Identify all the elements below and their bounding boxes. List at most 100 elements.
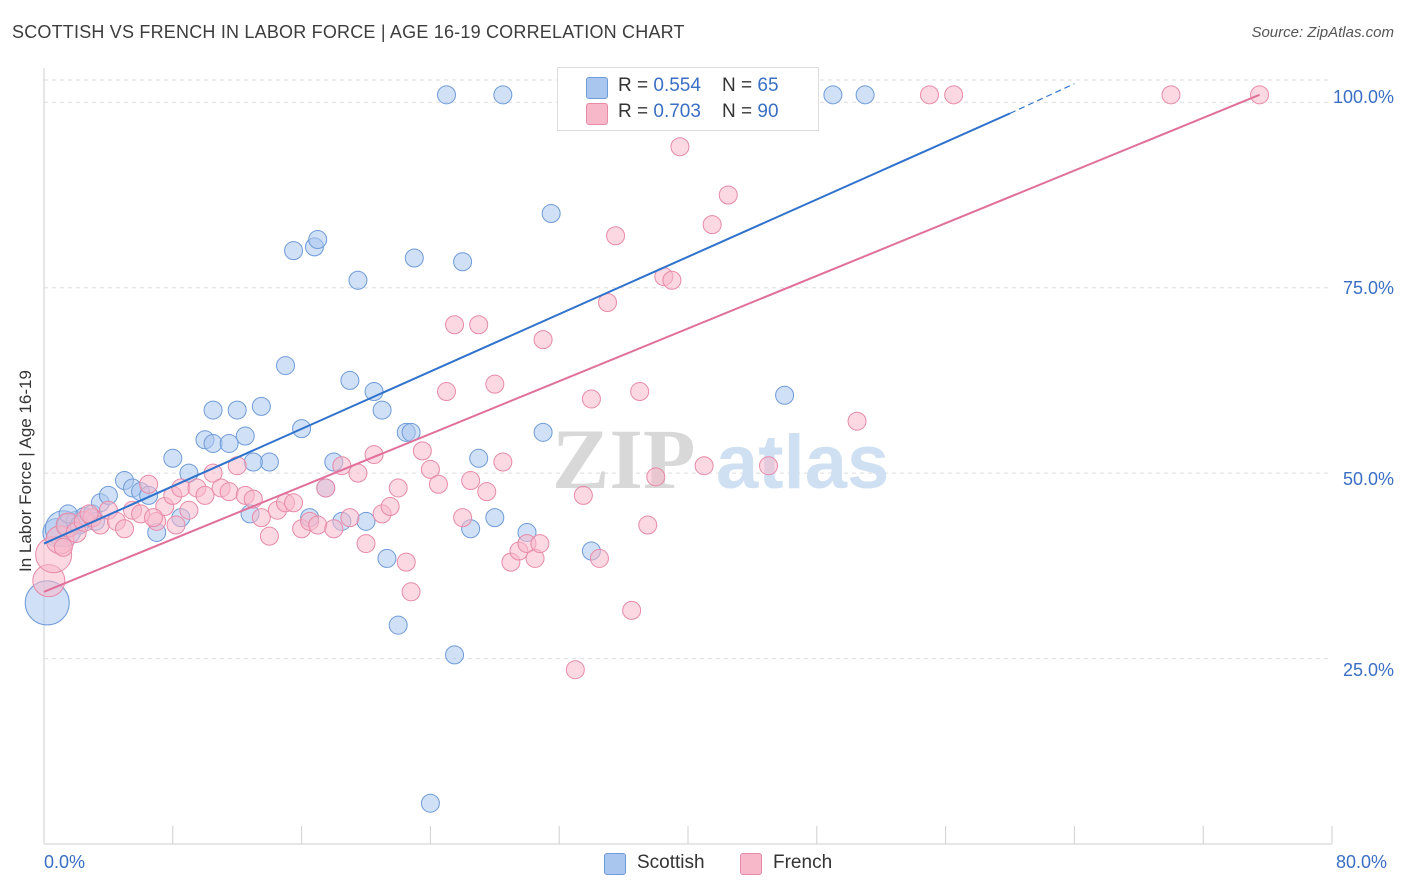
french-point	[493, 452, 513, 472]
scottish-point	[533, 422, 553, 442]
gridlines	[44, 79, 1332, 660]
french-point	[340, 508, 360, 528]
french-point	[461, 471, 481, 491]
french-point	[533, 330, 553, 350]
french-point	[388, 478, 408, 498]
french-point	[139, 474, 159, 494]
stats-legend: R = 0.554 N = 65 R = 0.703 N = 90	[557, 67, 819, 131]
scottish-swatch	[604, 853, 626, 875]
french-point	[53, 537, 73, 557]
scottish-trend-line	[43, 112, 1011, 545]
scottish-point	[493, 85, 513, 105]
scottish-trend-extension	[1009, 83, 1075, 114]
french-point	[702, 215, 722, 235]
french-point	[284, 493, 304, 513]
y-tick-label-75: 75.0%	[1342, 278, 1394, 298]
source-label: Source: ZipAtlas.com	[1251, 24, 1394, 41]
data-points	[24, 85, 1270, 813]
x-tick-label-max: 80.0%	[1336, 852, 1388, 872]
trend-lines	[43, 83, 1260, 593]
n-value: 90	[757, 101, 779, 122]
french-point	[316, 478, 336, 498]
french-point	[944, 85, 964, 105]
french-point	[847, 411, 867, 431]
french-point	[445, 315, 465, 335]
scottish-point	[437, 85, 456, 105]
scottish-point	[348, 270, 368, 290]
scottish-point	[340, 370, 360, 390]
french-swatch	[586, 103, 608, 125]
scottish-point	[364, 382, 384, 402]
scottish-point	[251, 396, 271, 416]
french-point	[143, 508, 163, 528]
french-point	[646, 467, 666, 487]
watermark-zip: ZIP	[552, 411, 695, 507]
scottish-point	[276, 356, 295, 376]
french-point	[251, 508, 271, 528]
french-point	[662, 270, 682, 290]
french-point	[420, 459, 440, 479]
n-value: 65	[757, 75, 779, 96]
french-point	[477, 482, 497, 502]
scottish-point	[243, 452, 263, 472]
r-label: R =	[618, 101, 654, 122]
scottish-point	[219, 433, 239, 453]
french-point	[453, 508, 473, 528]
french-point	[166, 515, 186, 535]
french-point	[573, 485, 593, 505]
french-point	[401, 582, 421, 602]
axes	[43, 68, 1333, 845]
french-point	[179, 500, 199, 520]
french-point	[485, 374, 505, 394]
french-point	[356, 534, 376, 554]
scottish-point	[356, 511, 376, 531]
chart-title: SCOTTISH VS FRENCH IN LABOR FORCE | AGE …	[12, 22, 685, 42]
french-point	[428, 474, 448, 494]
scottish-point	[308, 229, 328, 249]
r-label: R =	[618, 75, 654, 96]
french-point	[1161, 85, 1181, 105]
french-point	[630, 382, 650, 402]
scottish-point	[541, 204, 561, 224]
scottish-point	[404, 248, 424, 268]
scottish-point	[372, 400, 392, 420]
scottish-point	[259, 452, 279, 472]
scottish-point	[235, 426, 255, 446]
french-point	[638, 515, 658, 535]
french-point	[469, 315, 489, 335]
french-point	[920, 85, 939, 105]
y-tick-label-50: 50.0%	[1342, 469, 1394, 489]
french-point	[412, 441, 432, 461]
legend-label-scottish: Scottish	[637, 852, 705, 873]
watermark-atlas: atlas	[716, 420, 889, 505]
scottish-swatch	[586, 77, 608, 99]
scottish-point	[453, 252, 473, 272]
r-value: 0.703	[653, 101, 701, 122]
y-tick-label-25: 25.0%	[1342, 660, 1394, 680]
scottish-point	[420, 793, 440, 813]
french-point	[565, 660, 585, 680]
watermark: ZIP atlas	[552, 411, 889, 507]
french-point	[589, 548, 609, 568]
french-point	[308, 515, 328, 535]
french-swatch	[740, 853, 762, 875]
scottish-point	[485, 508, 505, 528]
french-point	[219, 482, 239, 502]
scottish-point	[469, 448, 489, 468]
scottish-point	[823, 85, 843, 105]
n-label: N =	[722, 75, 758, 96]
french-point	[694, 456, 714, 476]
scottish-point	[284, 241, 304, 261]
scottish-point	[388, 615, 408, 635]
x-tick-label-min: 0.0%	[44, 852, 86, 872]
french-point	[670, 137, 690, 157]
french-point	[437, 382, 456, 402]
n-label: N =	[722, 101, 758, 122]
french-point	[530, 534, 550, 554]
french-point	[396, 552, 416, 572]
scottish-point	[775, 385, 795, 405]
y-axis-label: In Labor Force | Age 16-19	[16, 370, 35, 572]
french-point	[718, 185, 738, 205]
french-point	[581, 389, 601, 409]
french-point	[324, 519, 344, 539]
